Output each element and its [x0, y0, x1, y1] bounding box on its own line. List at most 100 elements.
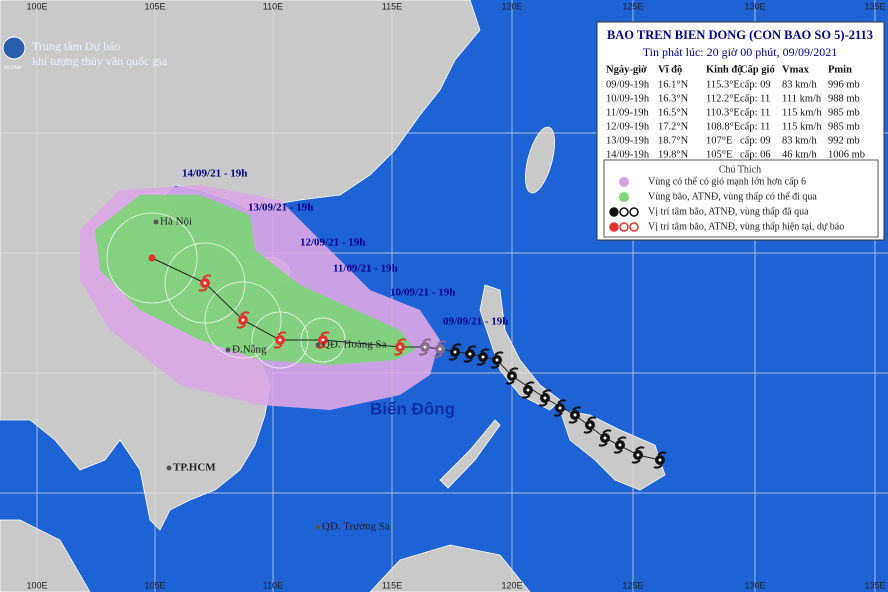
org-name: Trung tâm Dự báo [32, 39, 120, 53]
place-dot [315, 524, 321, 530]
legend-symbol [619, 177, 629, 187]
table-cell: 16.1°N [658, 79, 689, 90]
column-header: Pmin [828, 64, 852, 75]
legend-symbol [609, 222, 619, 232]
longitude-label: 115E [382, 580, 402, 590]
org-name: khí tượng thủy văn quốc gia [32, 54, 168, 68]
legend-label: Vị trí tâm bão, ATNĐ, vùng thấp hiện tại… [648, 221, 844, 232]
storm-arm [418, 338, 432, 356]
table-cell: 13/09-19h [606, 135, 650, 146]
longitude-label: 100E [26, 580, 47, 590]
table-cell: 83 km/h [782, 135, 817, 146]
longitude-label: 135E [864, 580, 885, 590]
track-label: 13/09/21 - 19h [248, 202, 313, 214]
storm-eye [203, 281, 207, 285]
table-cell: 19.8°N [658, 149, 689, 160]
storm-eye [481, 355, 485, 359]
storm-eye [558, 406, 562, 410]
storm-arm [490, 351, 504, 369]
storm-arm [583, 416, 597, 434]
legend-box [603, 159, 879, 238]
table-cell: 105°E [706, 149, 732, 160]
table-cell: 10/09-19h [606, 93, 650, 104]
place-label: TP.HCM [173, 462, 216, 474]
longitude-label: 135E [864, 1, 885, 11]
sea-label: Biển Đông [370, 399, 455, 418]
longitude-label: 105E [144, 1, 165, 11]
column-header: Cấp gió [740, 64, 775, 75]
storm-arm [598, 429, 612, 447]
low-center [148, 254, 156, 262]
table-cell: 18.7°N [658, 135, 689, 146]
table-cell: 83 km/h [782, 79, 817, 90]
table-cell: 09/09-19h [606, 79, 650, 90]
legend-symbol [629, 222, 639, 232]
table-cell: 985 mb [828, 107, 860, 118]
legend-label: Vùng bão, ATNĐ, vùng thấp có thể đi qua [648, 191, 817, 202]
table-cell: 16.5°N [658, 107, 689, 118]
logo-text: NCHMF [4, 66, 22, 71]
storm-arm [553, 399, 567, 417]
legend-label: Vị trí tâm bão, ATNĐ, vùng thấp đã qua [648, 206, 809, 217]
place-label: QĐ. Trường Sa [322, 521, 390, 533]
table-cell: 111 km/h [782, 93, 822, 104]
place-dot [315, 342, 321, 348]
issued: Tin phát lúc: 20 giờ 00 phút, 09/09/2021 [643, 45, 838, 59]
table-cell: 115 km/h [782, 121, 822, 132]
longitude-label: 120E [501, 1, 522, 11]
storm-eye [618, 443, 622, 447]
storm-arm [393, 338, 407, 356]
storm-arm [505, 367, 519, 385]
legend-title: Chú Thích [719, 164, 761, 175]
legend-symbol [619, 207, 629, 217]
storm-arm [613, 436, 627, 454]
column-header: Vmax [782, 64, 810, 75]
table-cell: cấp: 06 [740, 149, 771, 160]
storm-eye [241, 318, 245, 322]
table-cell: 1006 mb [828, 149, 865, 160]
table-cell: 107°E [706, 135, 732, 146]
longitude-label: 130E [744, 580, 765, 590]
legend-symbol [609, 207, 619, 217]
storm-arm [653, 451, 667, 469]
land [0, 0, 666, 592]
track-label: 11/09/21 - 19h [333, 263, 398, 275]
storm-eye [603, 436, 607, 440]
table-cell: cấp: 11 [740, 121, 770, 132]
table-cell: cấp: 09 [740, 79, 771, 90]
storm-eye [636, 453, 640, 457]
storm-arm [521, 381, 535, 399]
track-label: 09/09/21 - 19h [443, 316, 508, 328]
longitude-label: 110E [263, 580, 283, 590]
place-dot [153, 219, 159, 225]
legend-symbol [619, 192, 629, 202]
table-cell: 992 mb [828, 135, 860, 146]
table-cell: 46 km/h [782, 149, 817, 160]
storm-arm [236, 311, 250, 329]
longitude-label: 105E [144, 580, 165, 590]
table-cell: 996 mb [828, 79, 860, 90]
longitude-label: 120E [501, 580, 522, 590]
storm-eye [495, 358, 499, 362]
info-title: BAO TREN BIEN DONG (CON BAO SO 5)-2113 [607, 28, 873, 42]
storm-eye [278, 338, 282, 342]
table-cell: 16.3°N [658, 93, 689, 104]
storm-arm [273, 331, 287, 349]
storm-eye [423, 345, 427, 349]
storm-cone [95, 195, 415, 365]
storm-eye [543, 396, 547, 400]
table-cell: 985 mb [828, 121, 860, 132]
storm-arm [631, 446, 645, 464]
longitude-label: 115E [382, 1, 402, 11]
legend-symbol [629, 207, 639, 217]
storm-arm [463, 345, 477, 363]
table-cell: cấp: 11 [740, 93, 770, 104]
table-cell: cấp: 09 [740, 135, 771, 146]
column-header: Kinh độ [706, 64, 742, 75]
track-label: 10/09/21 - 19h [390, 287, 455, 299]
place-dot [166, 465, 172, 471]
table-cell: 988 mb [828, 93, 860, 104]
logo [2, 36, 26, 60]
legend-symbol [619, 222, 629, 232]
